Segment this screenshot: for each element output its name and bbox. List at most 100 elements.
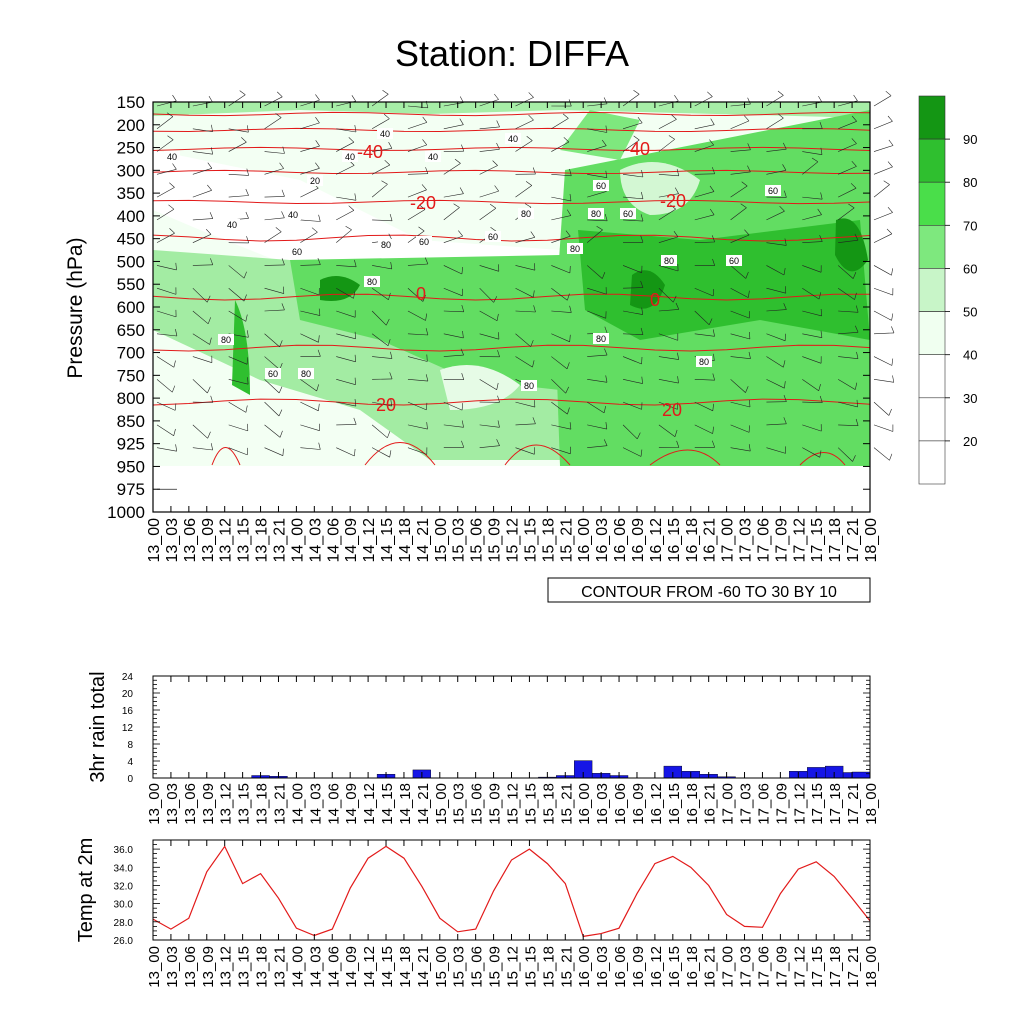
wind-barb-flag: [348, 205, 355, 211]
time-tick-label: 14_09: [343, 783, 360, 825]
wind-barb-flag: [278, 386, 283, 394]
wind-barb-shaft: [802, 447, 820, 458]
time-tick-label: 13_15: [236, 946, 253, 988]
wind-barb-flag: [892, 375, 895, 383]
wind-barb-shaft: [622, 310, 643, 315]
humidity-contour-label: 60: [419, 237, 429, 247]
wind-barb-shaft: [192, 288, 208, 303]
time-tick-label: 13_21: [272, 783, 289, 825]
wind-barb-flag: [709, 139, 714, 146]
wind-barb-shaft: [371, 164, 390, 175]
time-tick-label: 17_15: [809, 783, 826, 825]
rain-y-axis: 0 4 8 12 16 20 24: [122, 672, 870, 785]
time-tick-label: 16_00: [576, 783, 593, 825]
humidity-contour-label: 80: [521, 209, 531, 219]
contour-info-box: [547, 577, 871, 603]
wind-barb-flag: [782, 164, 787, 171]
wind-barb-shaft: [407, 122, 427, 130]
wind-barb-shaft: [192, 356, 212, 363]
wind-barb-flag: [641, 376, 643, 384]
time-tick-label: 13_00: [146, 783, 163, 825]
rain-tick-label: 12: [122, 723, 134, 734]
humidity-contour-label: 40: [508, 134, 518, 144]
wind-barb-flag: [637, 432, 641, 440]
wind-barb-flag: [783, 142, 787, 150]
time-tick-label: 17_15: [809, 518, 826, 563]
wind-barb-shaft: [837, 379, 856, 390]
wind-barb-flag: [387, 339, 391, 346]
wind-barb-shaft: [264, 231, 282, 243]
time-tick-label: 14_09: [343, 946, 360, 988]
wind-barb-flag: [492, 160, 498, 166]
time-tick-label: 16_21: [702, 518, 719, 563]
humidity-contour-label: 80: [367, 277, 377, 287]
wind-barb-flag: [389, 450, 392, 458]
wind-barb-shaft: [300, 287, 320, 296]
wind-barb-flag: [281, 258, 285, 266]
wind-barb-shaft: [407, 310, 426, 321]
wind-barb-flag: [605, 170, 608, 178]
time-tick-label: 13_18: [254, 518, 271, 563]
wind-barb-flag: [490, 226, 497, 232]
wind-barb-shaft: [658, 174, 679, 177]
time-tick-label: 14_18: [397, 946, 414, 988]
wind-barb-flag: [565, 230, 571, 237]
wind-barb-shaft: [766, 170, 787, 175]
temp-contour-line: [152, 169, 871, 175]
wind-barb-flag: [211, 124, 213, 132]
wind-barb-shaft: [372, 148, 392, 152]
wind-barb-flag: [851, 115, 857, 122]
pressure-tick-label: 850: [117, 412, 145, 431]
rain-tick-label: 24: [122, 672, 134, 683]
wind-barb-shaft: [372, 356, 393, 359]
wind-barb-shaft: [443, 401, 463, 411]
time-tick-label: 17_21: [845, 946, 862, 988]
wind-barb-flag: [530, 231, 536, 238]
wind-barb-flag: [279, 162, 284, 169]
wind-barb-flag: [744, 115, 750, 122]
time-tick-label: 14_21: [415, 783, 432, 825]
colorbar-tick-label: 30: [963, 391, 977, 406]
wind-barb-flag: [641, 170, 644, 178]
wind-barb-flag: [497, 350, 500, 357]
wind-barb-shaft: [587, 219, 608, 222]
wind-barb-shaft: [336, 128, 357, 133]
wind-barb-shaft: [623, 174, 643, 178]
wind-barb-shaft: [515, 423, 536, 426]
wind-barb-shaft: [551, 174, 572, 177]
wind-barb-shaft: [228, 174, 249, 176]
wind-barb-shaft: [838, 143, 857, 152]
time-tick-label: 16_06: [612, 783, 629, 825]
wind-barb-shaft: [658, 236, 679, 243]
rain-tick-label: 0: [127, 774, 133, 785]
wind-barb-shaft: [802, 310, 822, 317]
time-tick-label: 15_00: [433, 518, 450, 563]
wind-barb-flag: [169, 182, 175, 188]
temp-contour-warm-cell: [211, 447, 241, 466]
temp-contour-warm-cell: [649, 449, 721, 466]
wind-barb-shaft: [730, 120, 750, 130]
wind-barb-shaft: [873, 379, 894, 383]
wind-barb-shaft: [192, 101, 213, 107]
time-tick-label: 13_06: [182, 946, 199, 988]
wind-barb-shaft: [300, 122, 320, 130]
time-tick-label: 15_06: [469, 518, 486, 563]
wind-barb-flag: [354, 259, 357, 267]
wind-barb-shaft: [587, 310, 606, 319]
time-tick-label: 13_00: [146, 946, 163, 988]
wind-barb-flag: [422, 116, 428, 123]
wind-barb-shaft: [264, 264, 285, 266]
wind-barb-shaft: [264, 447, 284, 456]
time-tick-label: 13_12: [218, 518, 235, 563]
temperature-contour-label: 0: [650, 290, 660, 310]
wind-barb-shaft: [694, 424, 713, 434]
wind-barb-flag: [603, 406, 606, 413]
wind-barb-shaft: [156, 333, 177, 337]
wind-barb-shaft: [336, 401, 356, 407]
wind-barb-flag: [677, 352, 679, 360]
wind-barb-shaft: [443, 102, 464, 107]
humidity-contour-label: 80: [596, 334, 606, 344]
wind-barb-shaft: [264, 217, 285, 221]
wind-barb-shaft: [264, 401, 280, 417]
wind-barb-flag: [633, 89, 640, 95]
